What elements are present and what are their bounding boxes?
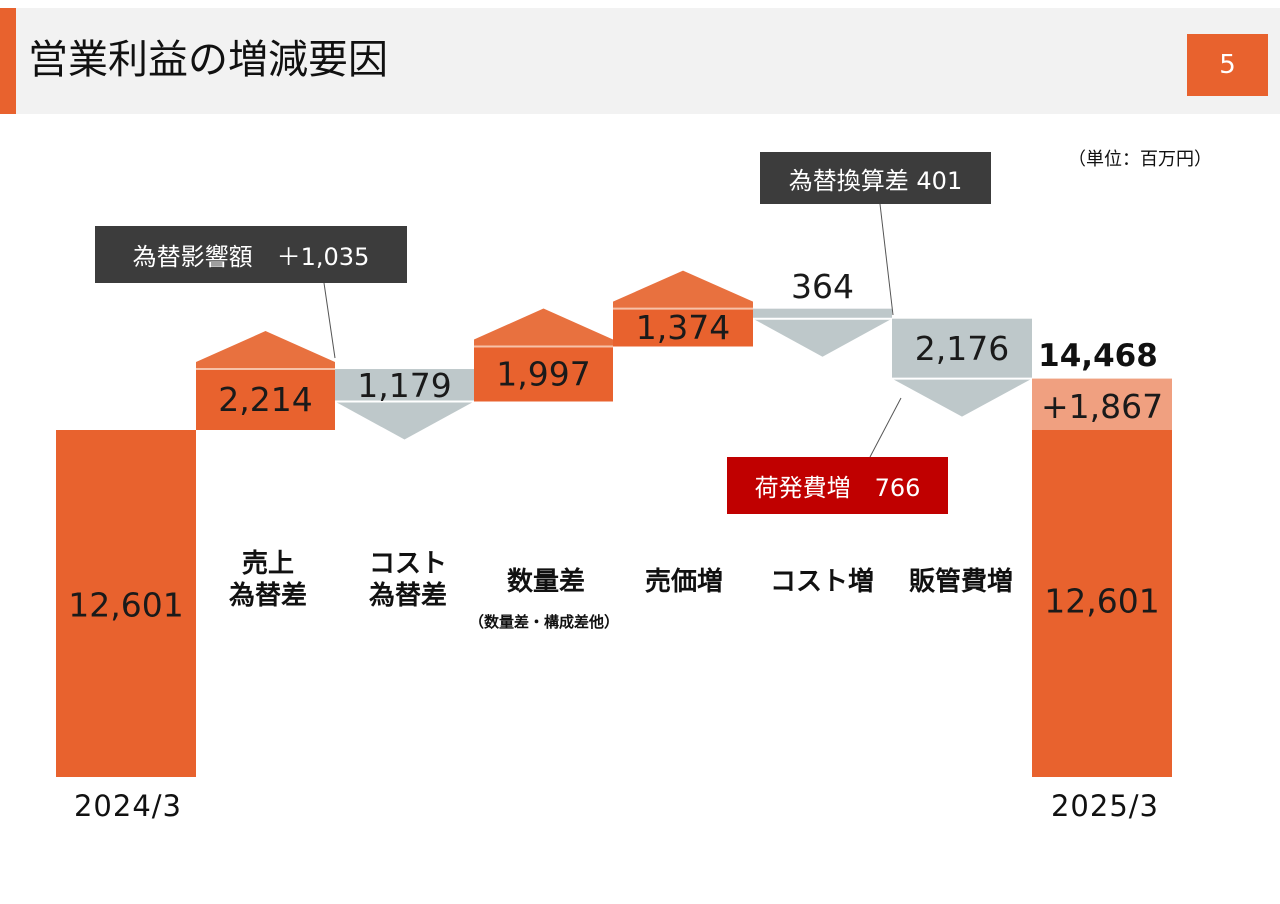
category-label-cost-up: コスト増 — [769, 567, 875, 597]
bar-end-change — [1032, 378, 1172, 430]
value-label-step-2: 1,997 — [496, 355, 590, 394]
bar-step-2 — [474, 346, 613, 402]
value-label-step-5: 2,176 — [915, 329, 1009, 368]
leader-line-fx-translation — [879, 203, 894, 316]
value-labels-layer: 12,601 2,214 1,179 1,997 1,374 364 2,176 12,601… — [68, 267, 1163, 624]
bars-layer — [56, 270, 1172, 777]
bar-step-3 — [613, 308, 753, 347]
bar-step-arrow-5 — [892, 378, 1032, 417]
bar-step-0 — [196, 369, 335, 430]
value-label-start: 12,601 — [68, 586, 183, 625]
annotation-shipping-cost: 荷発費増 766 — [727, 457, 948, 514]
category-sublabel-volume: （数量差・構成差他） — [468, 613, 620, 631]
unit-note: （単位：百万円） — [1068, 149, 1212, 170]
value-label-step-1: 1,179 — [357, 366, 451, 405]
category-label-sales-fx-line2: 為替差 — [228, 581, 308, 611]
annotation-fx-translation: 為替換算差 401 — [760, 152, 991, 204]
bar-step-arrow-1 — [335, 401, 474, 440]
category-label-sales-fx: 売上 為替差 — [229, 548, 307, 612]
bar-step-arrow-4 — [753, 318, 892, 357]
category-label-volume: 数量差 — [506, 567, 586, 597]
leader-line-fx-impact — [323, 282, 336, 359]
bar-step-4 — [753, 308, 892, 319]
page-title: 営業利益の増減要因 — [28, 37, 388, 83]
category-label-cost-fx: コスト 為替差 — [369, 548, 447, 612]
value-label-end-total: 14,468 — [1038, 338, 1158, 374]
category-label-cost-fx-line2: 為替差 — [368, 581, 448, 611]
header-accent-stripe — [0, 8, 16, 114]
header-bar: 営業利益の増減要因 5 — [0, 8, 1280, 114]
bar-step-1 — [335, 369, 474, 402]
page-number-badge: 5 — [1187, 34, 1268, 96]
annotation-fx-impact: 為替影響額 ＋1,035 — [95, 226, 407, 283]
value-label-step-3: 1,374 — [636, 308, 730, 347]
value-label-step-4: 364 — [791, 267, 854, 306]
bar-end-base — [1032, 430, 1172, 777]
category-label-cost-fx-line1: コスト — [368, 549, 448, 579]
leader-lines-layer — [323, 203, 902, 458]
bar-step-cap-3 — [613, 270, 753, 309]
category-label-price: 売価増 — [644, 567, 724, 597]
category-label-sales-fx-line1: 売上 — [241, 549, 295, 579]
value-label-end-base: 12,601 — [1044, 582, 1159, 621]
leader-line-shipping-cost — [869, 397, 902, 458]
bar-step-cap-0 — [196, 331, 335, 370]
value-label-step-0: 2,214 — [218, 380, 312, 419]
bar-step-5 — [892, 318, 1032, 379]
period-label-end: 2025/3 — [1050, 789, 1160, 823]
category-label-sga: 販管費増 — [908, 567, 1014, 597]
period-label-start: 2024/3 — [73, 789, 183, 823]
bar-start — [56, 430, 196, 777]
value-label-end-change: +1,867 — [1041, 387, 1163, 426]
bar-step-cap-2 — [474, 308, 613, 347]
